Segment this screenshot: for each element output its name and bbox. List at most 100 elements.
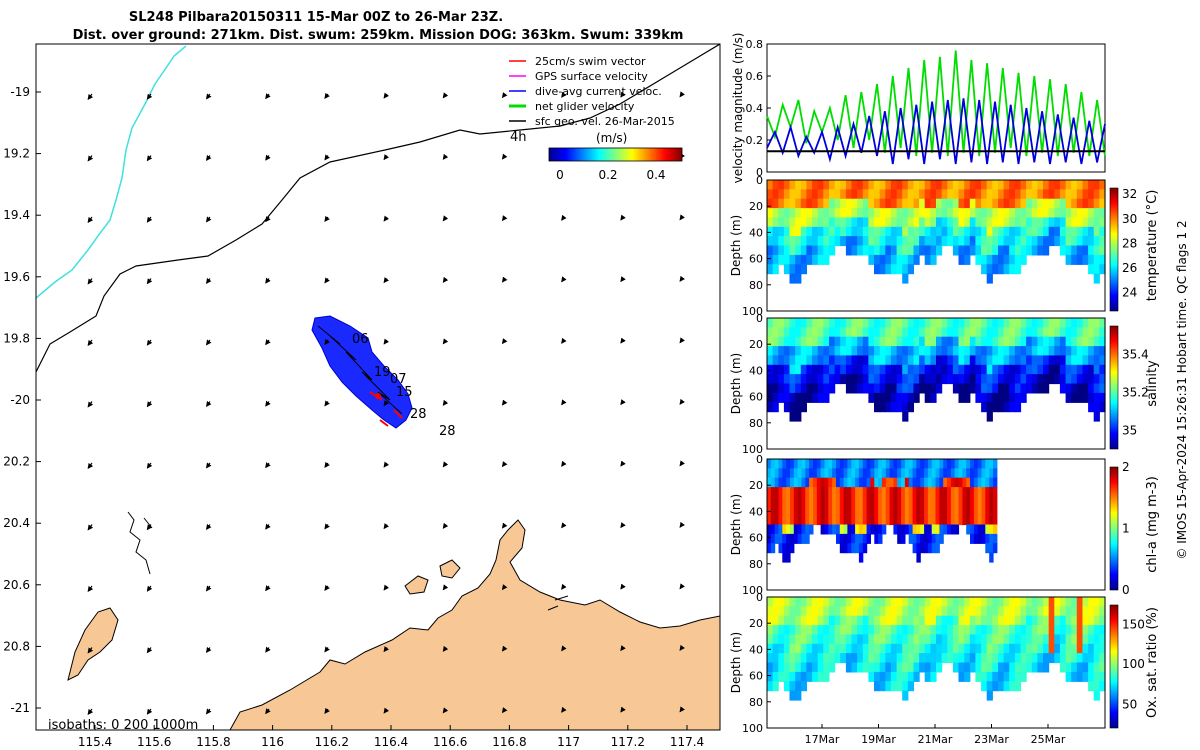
heat-cell [767, 625, 774, 636]
heat-cell [912, 533, 917, 544]
heat-cell [790, 477, 795, 488]
heat-cell [912, 524, 917, 535]
heat-cell [1014, 392, 1022, 403]
heat-cell [778, 653, 785, 664]
heat-cell [907, 643, 914, 654]
heat-cell [1082, 597, 1089, 607]
heat-cell [783, 671, 791, 682]
heat-cell [858, 543, 864, 554]
heat-cell [778, 226, 785, 237]
heat-cell [958, 355, 965, 366]
heat-cell [998, 374, 1005, 385]
heat-cell [916, 552, 921, 563]
heat-cell [1065, 327, 1072, 338]
heat-cell [845, 208, 853, 219]
heat-cell [924, 524, 929, 535]
heat-cell [845, 236, 853, 247]
heat-cell [924, 615, 931, 626]
heat-cell [836, 477, 841, 488]
heat-cell [912, 468, 917, 479]
heat-cell [847, 487, 852, 498]
date-tick-label: 25Mar [1031, 733, 1066, 746]
heat-cell [829, 615, 836, 626]
heat-cell [789, 208, 796, 219]
heat-cell [1076, 236, 1083, 247]
heat-cell [1003, 634, 1010, 645]
heat-cell [823, 254, 830, 265]
island-large [67, 607, 119, 681]
heat-cell [912, 477, 917, 488]
heat-cell [907, 625, 914, 636]
current-arrow [146, 647, 153, 654]
heat-cell [966, 487, 971, 498]
heat-cell [981, 671, 988, 682]
heat-cell [789, 254, 796, 265]
heat-cell [930, 597, 937, 607]
heat-cell [868, 671, 875, 682]
heat-cell [930, 355, 937, 366]
heat-cell [919, 625, 926, 636]
heat-cell [952, 374, 960, 385]
heat-cell [890, 681, 898, 692]
heat-cell [874, 606, 881, 617]
heat-cell [896, 327, 903, 338]
heat-cell [885, 336, 892, 347]
heat-cell [977, 477, 983, 488]
heat-cell [941, 346, 948, 357]
heat-cell [862, 208, 869, 219]
heat-cell [834, 625, 841, 636]
heat-cell [936, 327, 943, 338]
heat-cell [952, 236, 960, 247]
heat-cell [772, 606, 779, 617]
heat-cell [992, 318, 999, 328]
heat-cell [1082, 336, 1089, 347]
heat-cell [857, 634, 864, 645]
heat-cell [993, 533, 998, 544]
heat-cell [964, 254, 971, 265]
heat-cell [778, 355, 785, 366]
heat-cell [806, 226, 813, 237]
heat-cell [772, 346, 779, 357]
heat-cell [930, 327, 937, 338]
heat-cell [924, 496, 929, 507]
heat-cell [870, 487, 875, 498]
heat-cell [998, 671, 1005, 682]
heat-cell [992, 671, 999, 682]
heat-cell [969, 364, 976, 375]
heat-cell [1093, 180, 1100, 190]
heat-cell [817, 198, 824, 209]
heat-cell [874, 625, 881, 636]
heat-cell [986, 364, 993, 375]
heat-cell [986, 606, 993, 617]
heat-cell [851, 180, 858, 190]
heat-cell [986, 189, 993, 200]
heat-cell [823, 615, 830, 626]
heat-cell [1082, 615, 1089, 626]
heat-cell [1059, 364, 1067, 375]
heat-cell [879, 662, 886, 673]
heat-cell [1043, 318, 1050, 328]
heat-cell [941, 236, 948, 247]
heat-cell [874, 533, 879, 544]
heat-cell [902, 273, 909, 284]
heat-cell [829, 606, 836, 617]
heat-cell [973, 459, 979, 469]
heat-cell [913, 364, 920, 375]
map-x-tick-label: 115.8 [196, 735, 230, 749]
heat-cell [1037, 662, 1044, 673]
heat-cell [907, 653, 914, 664]
map-x-tick-label: 116 [261, 735, 284, 749]
heat-cell [823, 606, 830, 617]
heat-cell [857, 208, 864, 219]
heat-cell [885, 653, 892, 664]
heat-cell [919, 346, 926, 357]
heat-cell [836, 459, 841, 469]
heat-cell [783, 208, 791, 219]
heat-cell [885, 245, 892, 256]
heat-cell [772, 671, 779, 682]
heat-cell [879, 236, 886, 247]
heat-cell [902, 189, 909, 200]
heat-cell [1031, 355, 1038, 366]
heat-cell [992, 625, 999, 636]
heat-cell [927, 496, 933, 507]
